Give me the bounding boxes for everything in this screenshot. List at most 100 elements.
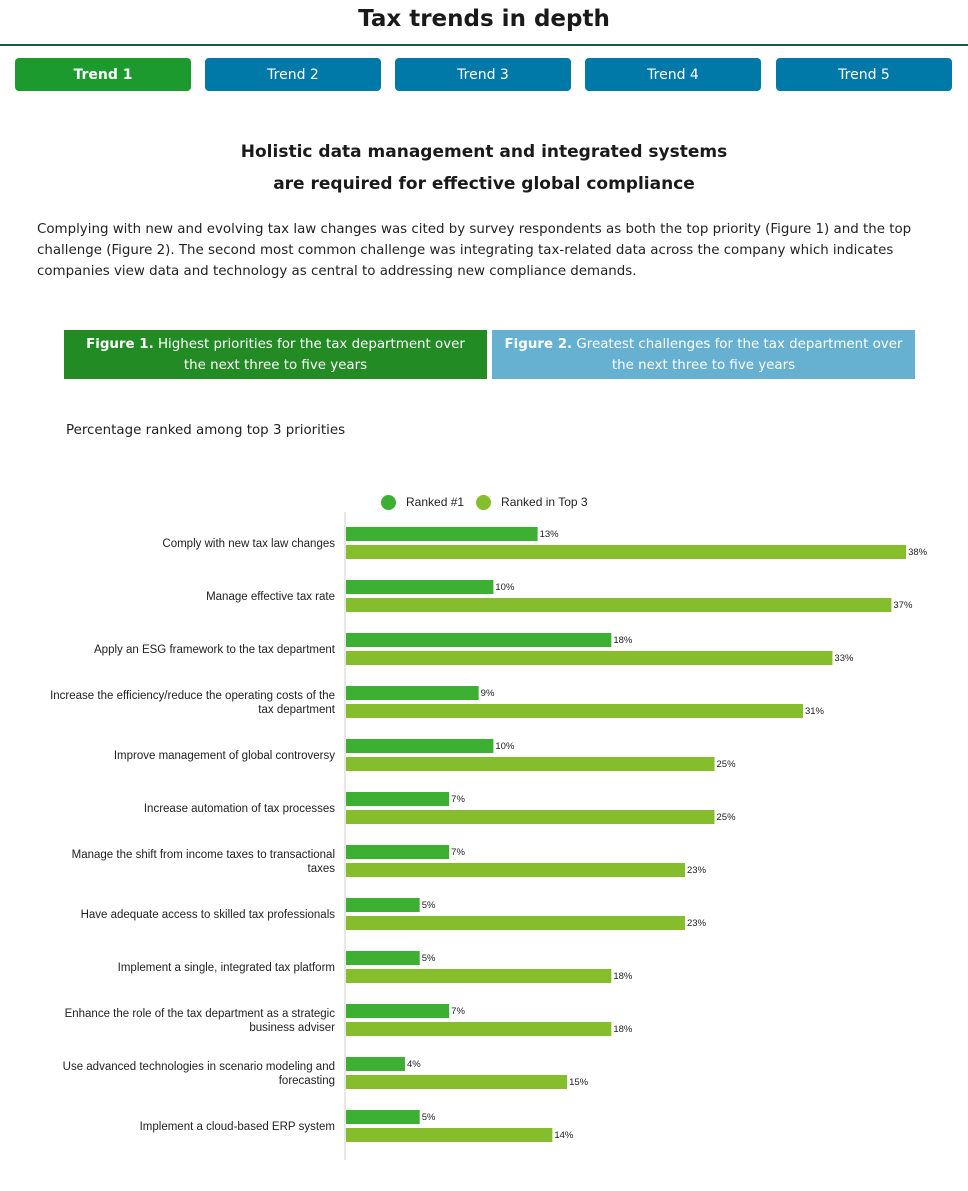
category-label: Increase the efficiency/reduce the opera…	[50, 690, 336, 716]
value-label-top-3: 18%	[613, 971, 633, 982]
category-label: Manage the shift from income taxes to tr…	[72, 849, 336, 875]
category-label: Manage effective tax rate	[206, 591, 335, 603]
figure-1-tab-label: Figure 1. Highest priorities for the tax…	[76, 334, 475, 376]
category-label-line: Use advanced technologies in scenario mo…	[63, 1061, 335, 1073]
figure-2-tab[interactable]: Figure 2. Greatest challenges for the ta…	[492, 330, 915, 379]
bar-top-3	[346, 545, 907, 559]
figure-1-prefix: Figure 1.	[86, 336, 154, 352]
bar-top-3	[346, 651, 833, 665]
bar-top-3	[346, 704, 803, 718]
category-label: Apply an ESG framework to the tax depart…	[94, 644, 336, 656]
value-label-ranked-1: 5%	[422, 1112, 436, 1123]
bar-ranked-1	[346, 792, 450, 806]
category-label-line: Have adequate access to skilled tax prof…	[81, 909, 336, 921]
headline-line-1: Holistic data management and integrated …	[240, 142, 728, 162]
value-label-top-3: 37%	[893, 600, 913, 611]
category-label-line: Apply an ESG framework to the tax depart…	[94, 644, 336, 656]
bar-ranked-1	[346, 951, 420, 965]
category-label-line: Manage effective tax rate	[206, 591, 335, 603]
legend-item-ranked-1: Ranked #1	[381, 494, 465, 510]
value-label-top-3: 25%	[717, 759, 737, 770]
value-label-ranked-1: 4%	[407, 1059, 421, 1070]
chart-subtitle: Percentage ranked among top 3 priorities	[66, 423, 346, 438]
value-label-top-3: 23%	[687, 865, 707, 876]
bar-ranked-1	[346, 898, 420, 912]
value-label-ranked-1: 5%	[422, 900, 436, 911]
value-label-top-3: 14%	[554, 1130, 574, 1141]
bar-ranked-1	[346, 1110, 420, 1124]
tab-trend-3[interactable]: Trend 3	[395, 58, 571, 91]
title-divider	[0, 44, 968, 46]
bar-top-3	[346, 1128, 553, 1142]
legend-dot-ranked-1	[381, 494, 396, 510]
tab-trend-2[interactable]: Trend 2	[205, 58, 381, 91]
figure-2-prefix: Figure 2.	[504, 336, 573, 352]
value-label-top-3: 23%	[687, 918, 707, 929]
figure-2-text: Greatest challenges for the tax departme…	[576, 336, 903, 373]
category-label-line: Increase the efficiency/reduce the opera…	[50, 690, 335, 702]
figure-2-tab-label: Figure 2. Greatest challenges for the ta…	[504, 334, 903, 376]
category-label-line: business adviser	[249, 1022, 335, 1034]
bar-top-3	[346, 1075, 568, 1089]
category-label: Use advanced technologies in scenario mo…	[63, 1061, 335, 1087]
bar-ranked-1	[346, 1057, 405, 1071]
category-label-line: tax department	[258, 704, 336, 716]
value-label-top-3: 31%	[805, 706, 825, 717]
value-label-top-3: 18%	[613, 1024, 633, 1035]
value-label-top-3: 25%	[717, 812, 737, 823]
figure-1-tab[interactable]: Figure 1. Highest priorities for the tax…	[64, 330, 487, 379]
chart-legend: Ranked #1 Ranked in Top 3	[381, 493, 600, 511]
value-label-ranked-1: 10%	[495, 741, 515, 752]
bar-ranked-1	[346, 686, 479, 700]
bar-ranked-1	[346, 527, 538, 541]
bar-top-3	[346, 757, 715, 771]
category-label: Have adequate access to skilled tax prof…	[81, 909, 336, 921]
page-title: Tax trends in depth	[358, 6, 610, 32]
category-label-line: Implement a single, integrated tax platf…	[118, 962, 335, 974]
legend-label-ranked-1: Ranked #1	[406, 495, 465, 509]
bar-top-3	[346, 598, 892, 612]
tab-trend-1[interactable]: Trend 1	[15, 58, 191, 91]
bar-top-3	[346, 1022, 612, 1036]
bar-ranked-1	[346, 739, 494, 753]
legend-label-top-3: Ranked in Top 3	[501, 495, 588, 509]
bar-ranked-1	[346, 580, 494, 594]
tab-trend-4[interactable]: Trend 4	[585, 58, 761, 91]
bar-ranked-1	[346, 1004, 450, 1018]
value-label-ranked-1: 7%	[451, 1006, 465, 1017]
category-label-line: Manage the shift from income taxes to tr…	[72, 849, 335, 861]
value-label-ranked-1: 7%	[451, 847, 465, 858]
bar-top-3	[346, 916, 686, 930]
bar-top-3	[346, 863, 686, 877]
bar-ranked-1	[346, 633, 612, 647]
category-label: Implement a single, integrated tax platf…	[118, 962, 335, 974]
category-label-line: forecasting	[279, 1075, 335, 1087]
value-label-top-3: 15%	[569, 1077, 589, 1088]
category-label: Enhance the role of the tax department a…	[65, 1008, 336, 1034]
category-label: Implement a cloud-based ERP system	[140, 1121, 335, 1133]
section-headline: Holistic data management and integrated …	[0, 136, 968, 200]
bar-top-3	[346, 969, 612, 983]
value-label-ranked-1: 13%	[540, 529, 560, 540]
legend-dot-top-3	[476, 494, 492, 510]
priorities-bar-chart: Comply with new tax law changes 13% 38% Man…	[50, 512, 928, 1160]
value-label-top-3: 33%	[834, 653, 854, 664]
category-label: Comply with new tax law changes	[162, 538, 335, 550]
legend-item-top-3: Ranked in Top 3	[476, 494, 588, 510]
category-label: Increase automation of tax processes	[144, 803, 335, 815]
category-label-line: taxes	[308, 863, 336, 875]
category-label-line: Enhance the role of the tax department a…	[65, 1008, 336, 1020]
trend-tabs: Trend 1 Trend 2 Trend 3 Trend 4 Trend 5	[0, 58, 968, 92]
figure-1-text: Highest priorities for the tax departmen…	[157, 336, 465, 373]
category-label-line: Implement a cloud-based ERP system	[140, 1121, 335, 1133]
category-label-line: Increase automation of tax processes	[144, 803, 335, 815]
tab-trend-5[interactable]: Trend 5	[776, 58, 952, 91]
value-label-ranked-1: 18%	[613, 635, 633, 646]
category-label-line: Comply with new tax law changes	[162, 538, 335, 550]
category-label-line: Improve management of global controversy	[114, 750, 335, 762]
value-label-ranked-1: 7%	[451, 794, 465, 805]
bar-ranked-1	[346, 845, 450, 859]
value-label-ranked-1: 9%	[481, 688, 495, 699]
bar-top-3	[346, 810, 715, 824]
value-label-top-3: 38%	[908, 547, 928, 558]
